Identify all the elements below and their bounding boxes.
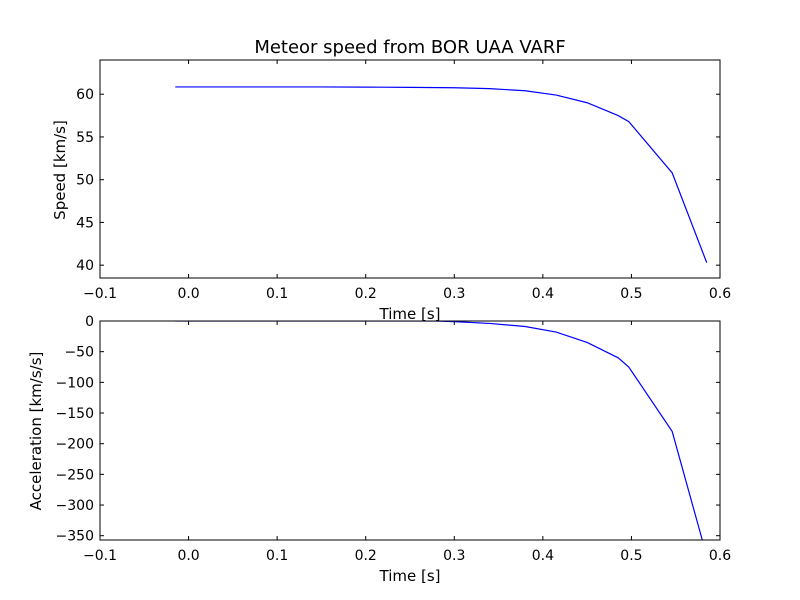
acceleration-chart-xlabel: Time [s] [379,567,441,585]
acceleration-chart-ytick-label: −100 [56,375,94,391]
acceleration-chart-ylabel: Acceleration [km/s/s] [27,352,45,511]
speed-chart: Meteor speed from BOR UAA VARF −0.1 0.0 0.… [51,37,731,323]
speed-chart-ytick-label: 40 [76,258,94,274]
acceleration-chart-ytick-label: −50 [64,345,94,361]
acceleration-chart-xtick-label: −0.1 [83,548,117,564]
acceleration-chart-xtick-label: 0.5 [620,548,642,564]
acceleration-chart-xtick-label: 0.3 [443,548,465,564]
speed-chart-series [175,86,708,263]
speed-chart-ytick-label: 60 [76,87,94,103]
acceleration-chart-xtick-label: 0.2 [355,548,377,564]
speed-chart-title: Meteor speed from BOR UAA VARF [254,37,565,58]
acceleration-chart-series-line [175,321,703,540]
acceleration-chart-ytick-label: −300 [56,498,94,514]
speed-chart-xtick-label: 0.6 [709,286,731,302]
acceleration-chart-ytick-label: −150 [56,406,94,422]
acceleration-chart-series [175,321,703,540]
speed-chart-xtick-label: 0.5 [620,286,642,302]
speed-chart-ytick-label: 50 [76,173,94,189]
acceleration-chart-xtick-label: 0.1 [266,548,288,564]
acceleration-chart-ytick-label: −250 [56,467,94,483]
speed-chart-xtick-label: 0.3 [443,286,465,302]
acceleration-chart-xtick-label: 0.6 [709,548,731,564]
acceleration-chart-frame [99,320,721,541]
acceleration-chart-ytick-label: 0 [85,314,94,330]
speed-chart-xlabel: Time [s] [379,305,441,323]
speed-chart-xtick-label: −0.1 [83,286,117,302]
speed-chart-ytick-label: 55 [76,130,94,146]
speed-chart-frame [99,59,721,279]
speed-chart-xtick-label: 0.0 [177,286,199,302]
speed-chart-ylabel: Speed [km/s] [51,120,69,220]
speed-chart-ytick-label: 45 [76,215,94,231]
speed-chart-xtick-label: 0.4 [532,286,554,302]
acceleration-chart-xtick-label: 0.0 [177,548,199,564]
acceleration-chart: −0.1 0.0 0.1 0.2 0.3 0.4 0.5 0.6 0 −50 −100 −150 −20… [27,314,731,585]
acceleration-chart-xtick-label: 0.4 [532,548,554,564]
speed-chart-xtick-label: 0.1 [266,286,288,302]
acceleration-chart-ytick-label: −350 [56,529,94,545]
speed-chart-tick-labels: −0.1 0.0 0.1 0.2 0.3 0.4 0.5 0.6 40 45 50 55 60 [76,87,731,302]
speed-chart-series-line [175,86,708,263]
speed-chart-xtick-label: 0.2 [355,286,377,302]
acceleration-chart-ytick-label: −200 [56,437,94,453]
acceleration-chart-tick-labels: −0.1 0.0 0.1 0.2 0.3 0.4 0.5 0.6 0 −50 −100 −150 −20… [56,314,732,564]
